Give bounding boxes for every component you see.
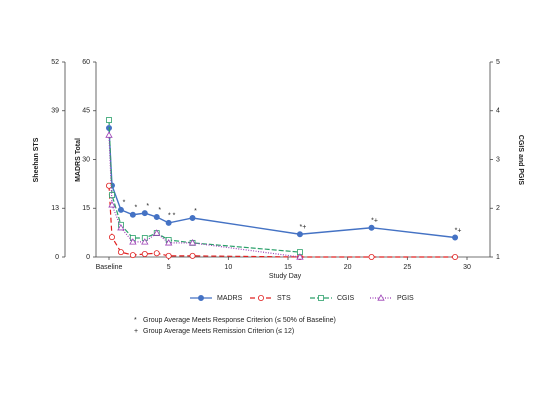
y-tick-label: 2	[496, 205, 500, 212]
series-line	[108, 135, 301, 258]
data-point	[452, 234, 459, 241]
legend-label: PGIS	[397, 295, 414, 302]
y-axis-title: MADRS Total	[75, 138, 82, 182]
legend-label: STS	[277, 295, 291, 302]
data-point	[117, 206, 124, 213]
annotation: *	[123, 200, 126, 207]
y-tick-label: 52	[51, 59, 59, 66]
x-tick-label: 5	[167, 264, 171, 271]
series-line	[108, 185, 456, 258]
data-point	[153, 250, 160, 257]
data-point	[153, 229, 161, 236]
y3-axis-title: Sheehan STS	[33, 137, 40, 182]
data-point	[296, 231, 303, 238]
data-point	[117, 223, 125, 231]
x-tick-label: 15	[284, 264, 292, 271]
footnote-symbol: +	[134, 328, 138, 335]
footnote-symbol: *	[134, 317, 137, 324]
y-tick-label: 60	[82, 59, 90, 66]
data-point	[188, 239, 197, 246]
data-point	[452, 253, 459, 260]
x-tick-label: 30	[463, 264, 471, 271]
annotation: *+	[300, 224, 307, 231]
data-point	[141, 238, 149, 245]
y-tick-label: 4	[496, 108, 500, 115]
footnote-text: Group Average Meets Remission Criterion …	[143, 328, 294, 335]
data-point	[164, 239, 173, 246]
data-point	[108, 201, 116, 208]
y-tick-label: 45	[82, 108, 90, 115]
annotation: *+	[371, 218, 378, 225]
data-point	[106, 117, 112, 123]
y-tick-label: 1	[496, 254, 500, 261]
annotation: *	[194, 208, 197, 215]
data-point	[189, 214, 196, 221]
data-point	[296, 253, 304, 260]
annotation: *	[134, 205, 137, 212]
y-tick-label: 3	[496, 156, 500, 163]
series-line	[108, 127, 456, 239]
y-tick-label: 0	[55, 254, 59, 261]
data-point	[165, 219, 172, 226]
y-tick-label: 13	[51, 205, 59, 212]
data-point	[141, 210, 148, 217]
y-tick-label: 39	[51, 108, 59, 115]
legend-marker	[257, 294, 264, 301]
y-tick-label: 5	[496, 59, 500, 66]
annotation: *+	[455, 227, 462, 234]
data-point	[129, 211, 136, 218]
data-point	[368, 224, 375, 231]
data-point	[141, 250, 148, 257]
legend-label: CGIS	[337, 295, 354, 302]
data-point	[165, 252, 172, 259]
data-point	[368, 253, 375, 260]
series-line	[108, 119, 300, 253]
data-point	[129, 252, 136, 259]
data-point	[105, 131, 113, 138]
legend-marker	[197, 294, 204, 301]
annotation: * *	[168, 213, 176, 220]
x-axis-title: Study Day	[269, 273, 302, 280]
legend-marker	[377, 294, 385, 301]
x-tick-label: 25	[403, 264, 411, 271]
legend-marker	[318, 295, 324, 301]
data-point	[108, 234, 115, 241]
x-tick-label: Baseline	[96, 264, 123, 271]
data-point	[129, 238, 137, 245]
data-point	[117, 249, 124, 256]
annotation: *	[158, 207, 161, 214]
legend-label: MADRS	[217, 295, 243, 302]
x-tick-label: 10	[224, 264, 232, 271]
y-tick-label: 15	[82, 205, 90, 212]
y-tick-label: 30	[82, 156, 90, 163]
footnote-text: Group Average Meets Response Criterion (…	[143, 317, 336, 324]
x-tick-label: 20	[344, 264, 352, 271]
annotation: *	[146, 203, 149, 210]
y2-axis-title: CGIS and PGIS	[517, 135, 524, 186]
y-tick-label: 0	[86, 254, 90, 261]
data-point	[153, 214, 160, 221]
data-point	[189, 252, 196, 259]
